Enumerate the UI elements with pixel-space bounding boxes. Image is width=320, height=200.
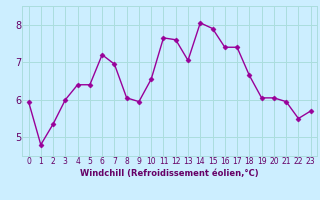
X-axis label: Windchill (Refroidissement éolien,°C): Windchill (Refroidissement éolien,°C)	[80, 169, 259, 178]
